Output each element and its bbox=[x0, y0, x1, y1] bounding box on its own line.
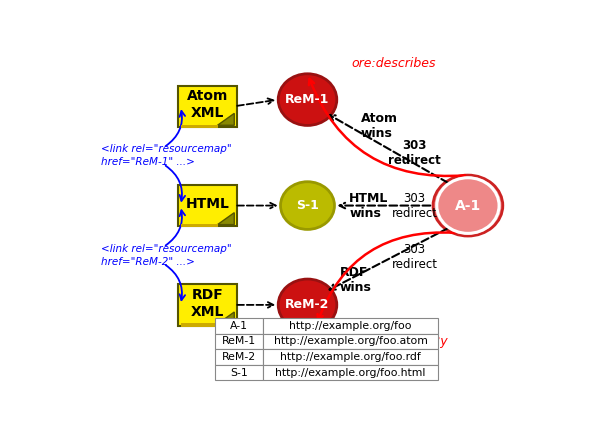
Text: http://example.org/foo.rdf: http://example.org/foo.rdf bbox=[280, 352, 421, 362]
Ellipse shape bbox=[278, 279, 337, 331]
Text: RDF
XML: RDF XML bbox=[191, 288, 224, 319]
Text: RDF
wins: RDF wins bbox=[340, 266, 372, 294]
Text: ore:isDescribedBy: ore:isDescribedBy bbox=[334, 335, 448, 348]
Text: Atom
XML: Atom XML bbox=[187, 89, 228, 120]
Text: HTML: HTML bbox=[185, 197, 229, 211]
FancyBboxPatch shape bbox=[215, 318, 263, 334]
Ellipse shape bbox=[281, 182, 334, 229]
Text: http://example.org/foo.html: http://example.org/foo.html bbox=[275, 368, 426, 378]
FancyBboxPatch shape bbox=[263, 334, 438, 349]
FancyBboxPatch shape bbox=[215, 365, 263, 381]
Text: A-1: A-1 bbox=[455, 199, 481, 212]
FancyBboxPatch shape bbox=[215, 349, 263, 365]
FancyBboxPatch shape bbox=[263, 318, 438, 334]
Ellipse shape bbox=[433, 175, 503, 236]
FancyBboxPatch shape bbox=[178, 185, 236, 226]
FancyBboxPatch shape bbox=[181, 125, 218, 128]
FancyBboxPatch shape bbox=[178, 86, 236, 127]
Text: http://example.org/foo: http://example.org/foo bbox=[289, 321, 412, 331]
Text: ReM-2: ReM-2 bbox=[222, 352, 256, 362]
Text: Atom
wins: Atom wins bbox=[361, 112, 398, 140]
Text: 303
redirect: 303 redirect bbox=[391, 191, 437, 220]
Text: ReM-1: ReM-1 bbox=[222, 337, 256, 347]
Polygon shape bbox=[218, 114, 234, 125]
FancyBboxPatch shape bbox=[215, 334, 263, 349]
Text: 303
redirect: 303 redirect bbox=[388, 138, 441, 166]
Polygon shape bbox=[218, 312, 234, 324]
Text: http://example.org/foo.atom: http://example.org/foo.atom bbox=[274, 337, 427, 347]
FancyBboxPatch shape bbox=[181, 323, 218, 326]
FancyBboxPatch shape bbox=[178, 284, 236, 326]
FancyBboxPatch shape bbox=[181, 224, 218, 227]
Text: S-1: S-1 bbox=[296, 199, 319, 212]
Text: A-1: A-1 bbox=[230, 321, 248, 331]
Text: ReM-2: ReM-2 bbox=[286, 298, 329, 311]
Text: 303
redirect: 303 redirect bbox=[391, 243, 437, 271]
FancyBboxPatch shape bbox=[263, 365, 438, 381]
Text: ore:describes: ore:describes bbox=[351, 57, 436, 70]
Polygon shape bbox=[218, 213, 234, 224]
Text: HTML
wins: HTML wins bbox=[349, 191, 389, 220]
Text: <link rel="resourcemap"
href="ReM-2" ...>: <link rel="resourcemap" href="ReM-2" ...… bbox=[101, 244, 231, 267]
Text: S-1: S-1 bbox=[230, 368, 248, 378]
Text: ReM-1: ReM-1 bbox=[286, 93, 329, 106]
Ellipse shape bbox=[278, 74, 337, 126]
FancyBboxPatch shape bbox=[263, 349, 438, 365]
Text: <link rel="resourcemap"
href="ReM-1" ...>: <link rel="resourcemap" href="ReM-1" ...… bbox=[101, 144, 231, 168]
